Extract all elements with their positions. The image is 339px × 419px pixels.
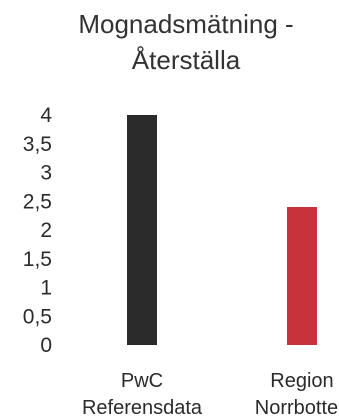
chart-title: Mognadsmätning - Återställa bbox=[0, 6, 339, 78]
y-tick-label: 3 bbox=[40, 162, 52, 185]
y-tick-label: 1,5 bbox=[23, 248, 52, 271]
y-tick-label: 3,5 bbox=[23, 133, 52, 156]
x-axis-labels: PwC Referensdata Region Norrbotten bbox=[82, 370, 339, 419]
bar bbox=[287, 207, 317, 345]
y-tick-label: 0 bbox=[40, 334, 52, 357]
x-category-label-line: Norrbotten bbox=[255, 397, 339, 419]
x-category-label: PwC Referensdata bbox=[82, 370, 203, 419]
y-axis: 0 0,5 1 1,5 2 2,5 3 3,5 4 bbox=[23, 104, 53, 357]
bars bbox=[127, 115, 317, 345]
y-tick-label: 0,5 bbox=[23, 305, 52, 328]
x-category-label-line: Referensdata bbox=[82, 397, 203, 419]
y-tick-label: 1 bbox=[40, 277, 52, 300]
x-category-label-line: Region bbox=[270, 370, 333, 392]
y-tick-label: 2,5 bbox=[23, 190, 52, 213]
chart-title-line-1: Mognadsmätning - bbox=[78, 9, 294, 39]
x-category-label-line: PwC bbox=[121, 370, 163, 392]
y-tick-label: 2 bbox=[40, 219, 52, 242]
y-tick-label: 4 bbox=[40, 104, 52, 127]
bar bbox=[127, 115, 157, 345]
x-category-label: Region Norrbotten bbox=[255, 370, 339, 419]
chart-title-line-2: Återställa bbox=[131, 45, 241, 75]
